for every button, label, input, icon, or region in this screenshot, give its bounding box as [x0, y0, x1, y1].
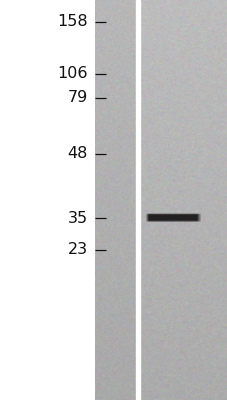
- Text: 48: 48: [67, 146, 87, 162]
- Text: 158: 158: [57, 14, 87, 30]
- Text: 79: 79: [67, 90, 87, 106]
- Bar: [135, 0, 140, 400]
- Text: 35: 35: [67, 210, 87, 226]
- Text: 23: 23: [67, 242, 87, 258]
- Text: 106: 106: [57, 66, 87, 82]
